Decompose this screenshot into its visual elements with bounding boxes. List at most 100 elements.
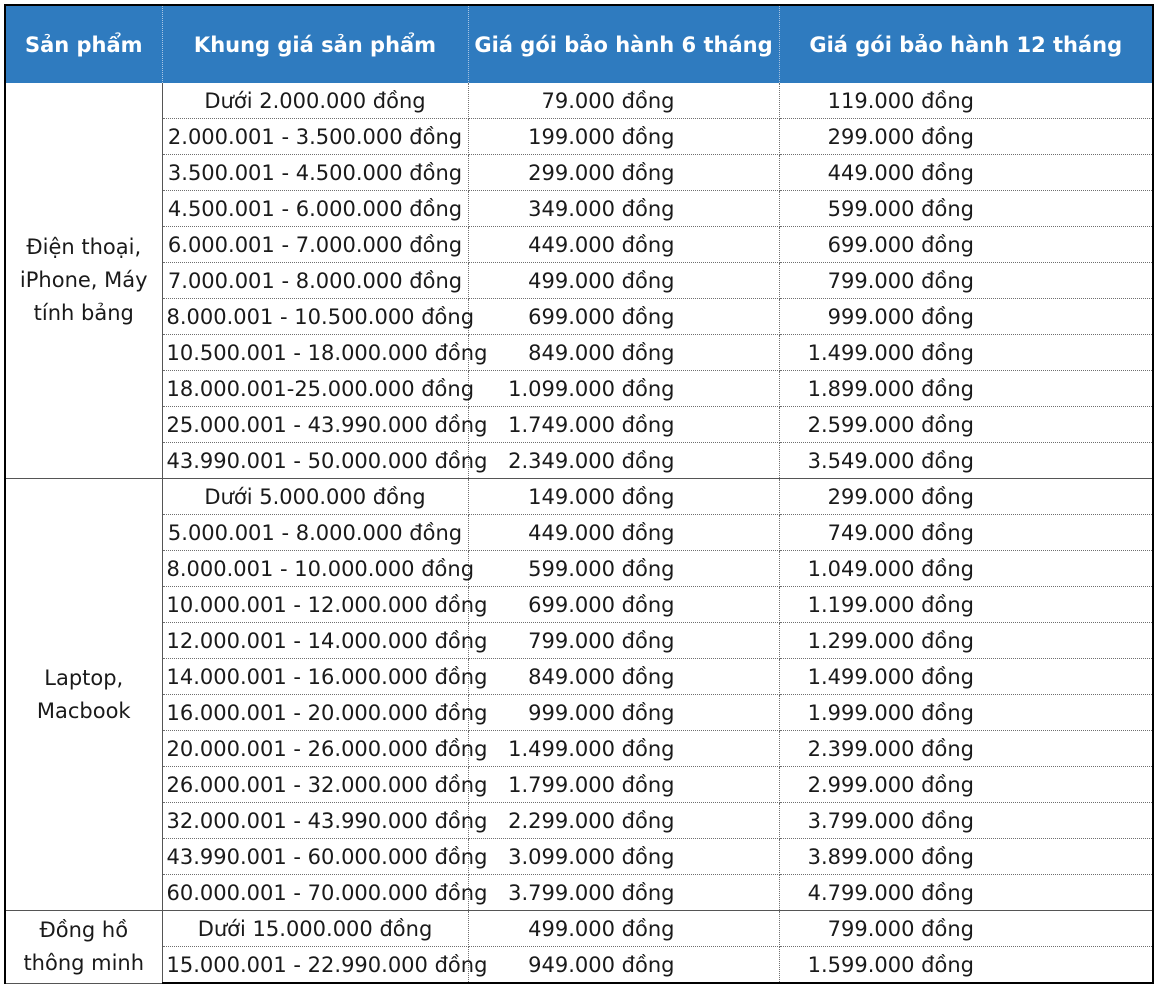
table-row: Điện thoại, iPhone, Máy tính bảng Dưới 2.…	[4, 83, 1154, 479]
price-range-cell: 8.000.001 - 10.500.000 đồng	[161, 298, 474, 335]
table-row: 10.000.001 - 12.000.000 đồng 699.000 đồng…	[5, 586, 1154, 623]
price-6-months-cell: 79.000 đồng	[467, 83, 780, 119]
price-12-months-cell: 2.999.000 đồng	[778, 766, 1154, 803]
table-row: 32.000.001 - 43.990.000 đồng 2.299.000 đồ…	[5, 802, 1154, 839]
table-row: 60.000.001 - 70.000.000 đồng 3.799.000 đồ…	[5, 874, 1154, 911]
price-12-months-cell: 299.000 đồng	[778, 478, 1154, 515]
price-6-months-cell: 999.000 đồng	[467, 694, 780, 731]
price-12-months-cell: 1.049.000 đồng	[778, 550, 1154, 587]
price-12-months-cell: 119.000 đồng	[778, 83, 1154, 119]
header-price-6-months: Giá gói bảo hành 6 tháng	[467, 4, 780, 83]
table-row: 4.500.001 - 6.000.000 đồng 349.000 đồng 59…	[5, 190, 1154, 227]
price-12-months-cell: 3.549.000 đồng	[778, 442, 1154, 479]
table-row: 43.990.001 - 60.000.000 đồng 3.099.000 đồ…	[5, 838, 1154, 875]
price-12-months-cell: 1.899.000 đồng	[778, 370, 1154, 407]
header-product: Sản phẩm	[4, 4, 163, 83]
table-row: 6.000.001 - 7.000.000 đồng 449.000 đồng 69…	[5, 226, 1154, 263]
price-range-cell: 6.000.001 - 7.000.000 đồng	[161, 226, 469, 263]
product-category-cell: Điện thoại, iPhone, Máy tính bảng	[4, 83, 163, 479]
table-row: Đồng hồ thông minh Dưới 15.000.000 đồng 49…	[4, 910, 1154, 984]
price-12-months-cell: 4.799.000 đồng	[778, 874, 1154, 911]
price-6-months-cell: 699.000 đồng	[467, 586, 780, 623]
product-category-cell: Đồng hồ thông minh	[4, 910, 163, 984]
price-6-months-cell: 1.799.000 đồng	[467, 766, 780, 803]
table-row: 18.000.001-25.000.000 đồng 1.099.000 đồng…	[5, 370, 1154, 407]
table-body: Điện thoại, iPhone, Máy tính bảng Dưới 2.…	[4, 83, 1154, 984]
price-6-months-cell: 849.000 đồng	[467, 334, 780, 371]
price-12-months-cell: 799.000 đồng	[778, 262, 1154, 299]
price-12-months-cell: 299.000 đồng	[778, 118, 1154, 155]
price-6-months-cell: 949.000 đồng	[467, 946, 780, 984]
header-row: Sản phẩm Khung giá sản phẩm Giá gói bảo …	[4, 4, 1154, 83]
table-row: 20.000.001 - 26.000.000 đồng 1.499.000 đồ…	[5, 730, 1154, 767]
price-range-cell: Dưới 5.000.000 đồng	[161, 478, 469, 515]
price-range-cell: 8.000.001 - 10.000.000 đồng	[161, 550, 474, 587]
price-range-cell: 7.000.001 - 8.000.000 đồng	[161, 262, 469, 299]
price-6-months-cell: 449.000 đồng	[467, 514, 780, 551]
price-range-cell: 43.990.001 - 60.000.000 đồng	[161, 838, 487, 875]
table-row: 5.000.001 - 8.000.000 đồng 449.000 đồng 74…	[5, 514, 1154, 551]
price-12-months-cell: 999.000 đồng	[778, 298, 1154, 335]
header-price-range: Khung giá sản phẩm	[161, 4, 469, 83]
price-6-months-cell: 199.000 đồng	[467, 118, 780, 155]
table-row: 8.000.001 - 10.500.000 đồng 699.000 đồng 9…	[5, 298, 1154, 335]
table-row: 16.000.001 - 20.000.000 đồng 999.000 đồng…	[5, 694, 1154, 731]
price-range-cell: 10.500.001 - 18.000.000 đồng	[161, 334, 487, 371]
price-6-months-cell: 3.099.000 đồng	[467, 838, 780, 875]
price-12-months-cell: 2.399.000 đồng	[778, 730, 1154, 767]
table-row: 12.000.001 - 14.000.000 đồng 799.000 đồng…	[5, 622, 1154, 659]
product-category-cell: Laptop, Macbook	[4, 478, 163, 911]
table-row: 43.990.001 - 50.000.000 đồng 2.349.000 đồ…	[5, 442, 1154, 479]
price-range-cell: 12.000.001 - 14.000.000 đồng	[161, 622, 487, 659]
price-range-cell: 60.000.001 - 70.000.000 đồng	[161, 874, 487, 911]
price-6-months-cell: 449.000 đồng	[467, 226, 780, 263]
table-row: 3.500.001 - 4.500.000 đồng 299.000 đồng 44…	[5, 154, 1154, 191]
price-range-cell: 43.990.001 - 50.000.000 đồng	[161, 442, 487, 479]
price-6-months-cell: 349.000 đồng	[467, 190, 780, 227]
price-6-months-cell: 3.799.000 đồng	[467, 874, 780, 911]
price-6-months-cell: 2.349.000 đồng	[467, 442, 780, 479]
price-12-months-cell: 3.799.000 đồng	[778, 802, 1154, 839]
price-range-cell: 14.000.001 - 16.000.000 đồng	[161, 658, 487, 695]
table-row: 14.000.001 - 16.000.000 đồng 849.000 đồng…	[5, 658, 1154, 695]
table-row: 7.000.001 - 8.000.000 đồng 499.000 đồng 79…	[5, 262, 1154, 299]
price-range-cell: 10.000.001 - 12.000.000 đồng	[161, 586, 487, 623]
price-12-months-cell: 699.000 đồng	[778, 226, 1154, 263]
price-range-cell: 18.000.001-25.000.000 đồng	[161, 370, 474, 407]
price-6-months-cell: 599.000 đồng	[467, 550, 780, 587]
price-range-cell: 16.000.001 - 20.000.000 đồng	[161, 694, 487, 731]
price-range-cell: 5.000.001 - 8.000.000 đồng	[161, 514, 469, 551]
price-6-months-cell: 149.000 đồng	[467, 478, 780, 515]
table-row: 25.000.001 - 43.990.000 đồng 1.749.000 đồ…	[5, 406, 1154, 443]
price-6-months-cell: 1.499.000 đồng	[467, 730, 780, 767]
price-6-months-cell: 699.000 đồng	[467, 298, 780, 335]
price-12-months-cell: 749.000 đồng	[778, 514, 1154, 551]
price-range-cell: Dưới 2.000.000 đồng	[161, 83, 469, 119]
price-12-months-cell: 1.599.000 đồng	[778, 946, 1154, 984]
price-12-months-cell: 1.499.000 đồng	[778, 334, 1154, 371]
price-range-cell: 26.000.001 - 32.000.000 đồng	[161, 766, 487, 803]
price-6-months-cell: 299.000 đồng	[467, 154, 780, 191]
price-12-months-cell: 1.299.000 đồng	[778, 622, 1154, 659]
price-range-cell: 4.500.001 - 6.000.000 đồng	[161, 190, 469, 227]
price-12-months-cell: 1.999.000 đồng	[778, 694, 1154, 731]
price-6-months-cell: 849.000 đồng	[467, 658, 780, 695]
table-row: Laptop, Macbook Dưới 5.000.000 đồng 149.00…	[4, 478, 1154, 911]
table-row: 15.000.001 - 22.990.000 đồng 949.000 đồng…	[5, 946, 1154, 984]
price-range-cell: 25.000.001 - 43.990.000 đồng	[161, 406, 487, 443]
price-12-months-cell: 3.899.000 đồng	[778, 838, 1154, 875]
price-range-cell: 15.000.001 - 22.990.000 đồng	[161, 946, 487, 984]
price-12-months-cell: 599.000 đồng	[778, 190, 1154, 227]
price-range-cell: 32.000.001 - 43.990.000 đồng	[161, 802, 487, 839]
table-row: 10.500.001 - 18.000.000 đồng 849.000 đồng…	[5, 334, 1154, 371]
price-12-months-cell: 1.199.000 đồng	[778, 586, 1154, 623]
price-range-cell: 3.500.001 - 4.500.000 đồng	[161, 154, 469, 191]
table-header: Sản phẩm Khung giá sản phẩm Giá gói bảo …	[4, 4, 1154, 83]
header-price-12-months: Giá gói bảo hành 12 tháng	[778, 4, 1154, 83]
table-row: 26.000.001 - 32.000.000 đồng 1.799.000 đồ…	[5, 766, 1154, 803]
price-range-cell: 20.000.001 - 26.000.000 đồng	[161, 730, 487, 767]
price-12-months-cell: 1.499.000 đồng	[778, 658, 1154, 695]
price-6-months-cell: 1.749.000 đồng	[467, 406, 780, 443]
warranty-price-table: Sản phẩm Khung giá sản phẩm Giá gói bảo …	[4, 4, 1154, 984]
price-6-months-cell: 499.000 đồng	[467, 910, 780, 947]
